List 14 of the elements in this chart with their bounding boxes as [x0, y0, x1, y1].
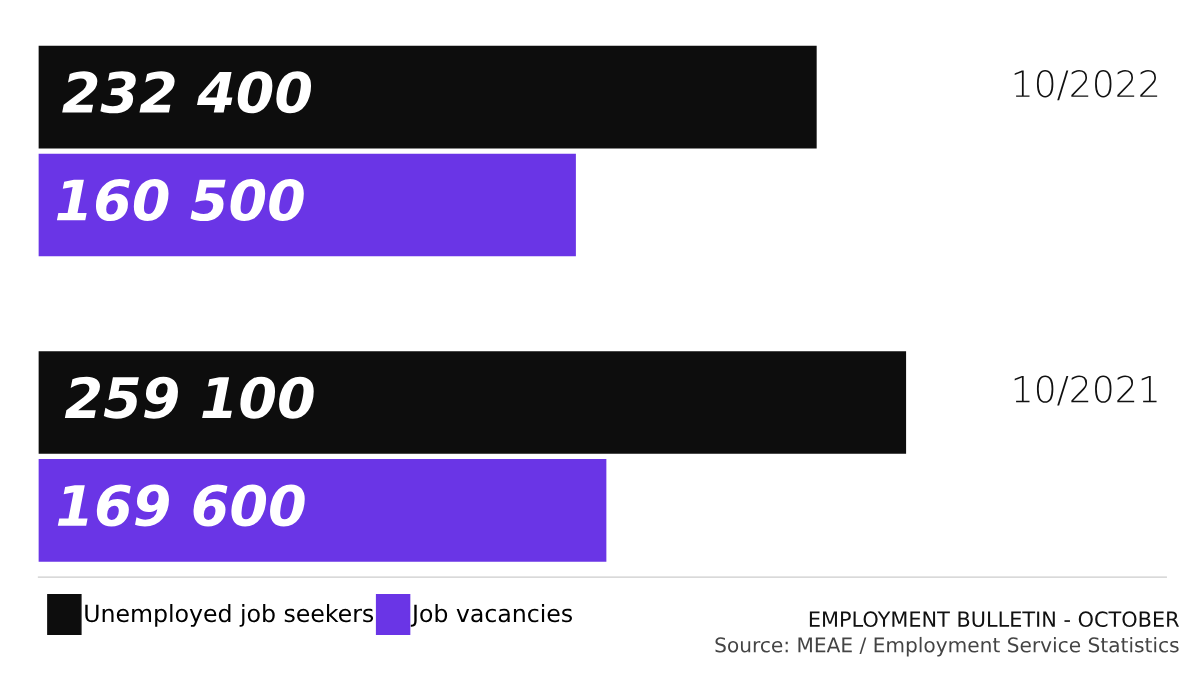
data-label: 232 400	[62, 71, 312, 114]
data-label: 169 600	[57, 484, 305, 527]
legend-label: Job vacancies	[410, 603, 572, 627]
source-note: Source: MEAE / Employment Service Statistics	[715, 636, 1179, 657]
bar	[38, 45, 817, 149]
legend-label: Unemployed job seekers	[85, 603, 374, 627]
bar	[38, 459, 607, 562]
y-tick-label: 10/2021	[1014, 375, 1157, 406]
text: EMPLOYMENT BULLETIN - OCTOBER	[809, 611, 1179, 628]
bar	[38, 351, 907, 454]
bar	[38, 153, 576, 257]
data-label: 160 500	[56, 179, 304, 222]
data-label: 259 100	[64, 376, 314, 419]
y-tick-label: 10/2022	[1014, 70, 1158, 101]
